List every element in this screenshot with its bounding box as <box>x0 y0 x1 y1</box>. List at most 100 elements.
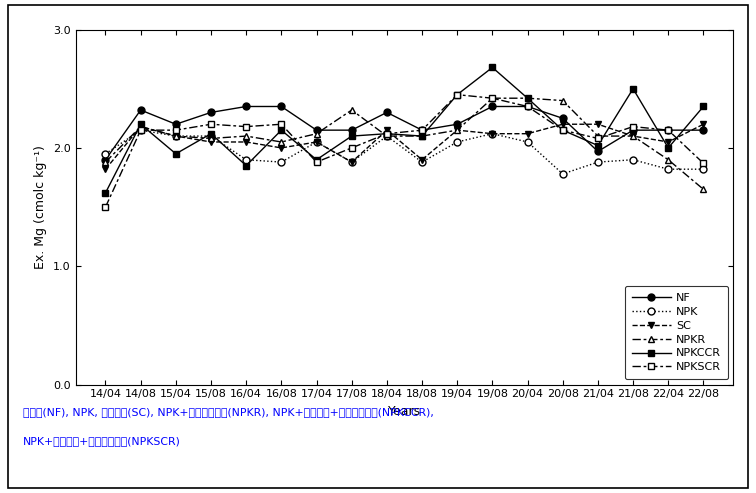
NPK <box>277 159 286 165</box>
NPKR <box>101 159 110 165</box>
NPKSCR <box>277 121 286 127</box>
NPKCCR <box>417 133 426 139</box>
Line: NPKR: NPKR <box>102 95 707 193</box>
NPKR <box>206 136 215 141</box>
NPKR <box>347 107 356 113</box>
NF <box>523 104 532 109</box>
NF <box>242 104 251 109</box>
NPKR <box>523 95 532 101</box>
NPK <box>312 139 321 145</box>
NPKCCR <box>383 131 392 137</box>
NF <box>593 148 603 154</box>
NPKCCR <box>277 127 286 133</box>
SC <box>593 121 603 127</box>
SC <box>383 127 392 133</box>
SC <box>312 139 321 145</box>
NPKR <box>417 133 426 139</box>
SC <box>136 124 145 130</box>
NPKSCR <box>206 121 215 127</box>
Legend: NF, NPK, SC, NPKR, NPKCCR, NPKSCR: NF, NPK, SC, NPKR, NPKCCR, NPKSCR <box>625 286 728 379</box>
NPKR <box>453 127 462 133</box>
NPKSCR <box>488 95 497 101</box>
NPKCCR <box>136 121 145 127</box>
SC <box>558 121 567 127</box>
NPK <box>664 166 673 172</box>
NPKCCR <box>172 151 181 157</box>
NPKCCR <box>453 92 462 98</box>
Line: NPKCCR: NPKCCR <box>102 64 707 196</box>
NPKR <box>172 133 181 139</box>
NPKSCR <box>699 160 708 166</box>
NPKSCR <box>664 127 673 133</box>
NPK <box>347 159 356 165</box>
SC <box>206 139 215 145</box>
NPK <box>101 151 110 157</box>
SC <box>172 133 181 139</box>
NPKCCR <box>523 95 532 101</box>
NPKR <box>312 131 321 137</box>
NPKR <box>383 133 392 139</box>
NPKCCR <box>347 133 356 139</box>
NPK <box>206 133 215 139</box>
NPKCCR <box>312 157 321 163</box>
NF <box>136 107 145 113</box>
NPKSCR <box>383 131 392 137</box>
NF <box>488 104 497 109</box>
NPK <box>136 127 145 133</box>
NPK <box>417 159 426 165</box>
NF <box>206 109 215 115</box>
NF <box>347 127 356 133</box>
NF <box>558 115 567 121</box>
NPKSCR <box>136 127 145 133</box>
NPK <box>383 133 392 139</box>
NPK <box>242 157 251 163</box>
NPKSCR <box>347 145 356 151</box>
NPKSCR <box>523 104 532 109</box>
NPKSCR <box>172 127 181 133</box>
NPKCCR <box>206 131 215 137</box>
NPKR <box>699 186 708 192</box>
NPKCCR <box>101 190 110 196</box>
NPKR <box>277 139 286 145</box>
NPK <box>628 157 637 163</box>
NF <box>664 127 673 133</box>
NPKSCR <box>312 159 321 165</box>
NF <box>312 127 321 133</box>
Line: SC: SC <box>102 121 707 173</box>
NPKR <box>242 133 251 139</box>
NPKR <box>593 133 603 139</box>
NPKR <box>558 98 567 104</box>
NPKCCR <box>488 65 497 70</box>
NPKR <box>488 95 497 101</box>
NF <box>277 104 286 109</box>
X-axis label: Years: Years <box>388 405 421 418</box>
Text: 무비구(NF), NPK, 돈분퇰비(SC), NPK+옥수수잔재물(NPKR), NPK+우분퇰비+옥수수잔재물(NPKCCR),: 무비구(NF), NPK, 돈분퇰비(SC), NPK+옥수수잔재물(NPKR)… <box>23 407 433 417</box>
SC <box>488 131 497 137</box>
NPKCCR <box>242 163 251 169</box>
Y-axis label: Ex. Mg (cmolc kg⁻¹): Ex. Mg (cmolc kg⁻¹) <box>35 145 48 269</box>
SC <box>699 121 708 127</box>
NF <box>101 157 110 163</box>
SC <box>628 133 637 139</box>
NF <box>417 127 426 133</box>
NF <box>453 121 462 127</box>
NPKCCR <box>593 142 603 148</box>
NPK <box>558 171 567 177</box>
SC <box>101 166 110 172</box>
NPKSCR <box>101 204 110 210</box>
NPKCCR <box>558 127 567 133</box>
NF <box>628 127 637 133</box>
NPKR <box>628 133 637 139</box>
NPKSCR <box>628 124 637 130</box>
NPKSCR <box>453 92 462 98</box>
NF <box>383 109 392 115</box>
NPK <box>172 133 181 139</box>
NPKSCR <box>242 124 251 130</box>
SC <box>277 145 286 151</box>
Line: NPK: NPK <box>102 127 707 177</box>
Line: NPKSCR: NPKSCR <box>102 91 707 211</box>
SC <box>347 159 356 165</box>
SC <box>664 139 673 145</box>
Text: NPK+돈분퇰비+옥수수잔재물(NPKSCR): NPK+돈분퇰비+옥수수잔재물(NPKSCR) <box>23 436 181 446</box>
NPKCCR <box>628 86 637 92</box>
